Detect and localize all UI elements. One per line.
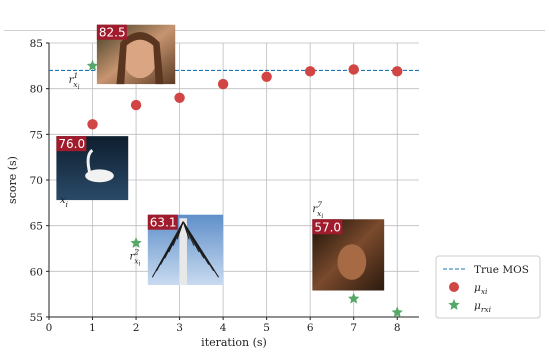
- score-badge-value: 76.0: [58, 137, 85, 151]
- data-points: [86, 59, 403, 318]
- y-tick-label-60: 60: [30, 266, 43, 278]
- swan-neck: [86, 149, 94, 175]
- x-tick-label-5: 5: [263, 322, 270, 334]
- top-divider-line: [4, 30, 545, 31]
- mean-point: [261, 71, 272, 82]
- mean-point: [348, 64, 359, 75]
- x-tick-label-0: 0: [46, 322, 53, 334]
- legend-label: True MOS: [474, 264, 529, 276]
- mean-point: [87, 119, 98, 130]
- score-badge-background: [312, 219, 343, 235]
- portrait-photo: 57.0: [312, 219, 385, 291]
- portrait-photo-score-badge: 57.0: [312, 219, 343, 235]
- reference-star-point: [348, 292, 360, 304]
- x-tick-label-4: 4: [220, 322, 227, 334]
- legend-swatch-mean: [449, 282, 459, 292]
- annotations: r1 xi r2 xi r7 xi xi: [60, 71, 324, 267]
- mean-point: [304, 66, 316, 77]
- y-tick-label-65: 65: [30, 221, 43, 233]
- x-tick-label-2: 2: [133, 322, 140, 334]
- annotation-xi: xi: [60, 195, 69, 209]
- face-shape: [122, 36, 158, 79]
- y-tick-label-75: 75: [30, 129, 43, 141]
- score-badge-value: 63.1: [150, 216, 177, 230]
- bridge-cable: [151, 221, 184, 278]
- mean-point: [174, 92, 185, 104]
- axes: 0 1 2 3 4 5 6 7 8 55 60 65 70 75 80 85 iteration (s) scor…: [6, 38, 419, 349]
- score-badge-value: 57.0: [314, 220, 341, 234]
- reference-star-point: [86, 59, 99, 71]
- bridge-photo: 63.1: [147, 214, 224, 286]
- score-badge-background: [147, 214, 178, 230]
- score-badge-value: 82.5: [99, 26, 126, 40]
- y-axis-label: score (s): [6, 156, 19, 204]
- face-photo-score-badge: 82.5: [96, 24, 127, 40]
- score-badge-background: [96, 24, 127, 40]
- hair-shape: [116, 32, 164, 85]
- bridge-pylon: [179, 218, 187, 286]
- reference-star-point: [130, 237, 142, 248]
- x-tick-label-1: 1: [89, 322, 96, 334]
- x-tick-label-6: 6: [307, 322, 314, 334]
- x-tick-label-3: 3: [176, 322, 183, 334]
- face-photo: 82.5: [96, 24, 176, 85]
- bridge-photo-score-badge: 63.1: [147, 214, 178, 230]
- y-tick-label-55: 55: [30, 312, 43, 324]
- reference-star-point: [391, 306, 403, 318]
- bridge-cable: [182, 221, 220, 278]
- sample-images: 82.5 76.0 63.1 57.0: [56, 24, 385, 291]
- portrait-face: [337, 244, 367, 280]
- swan-body: [85, 169, 114, 183]
- y-tick-label-80: 80: [30, 84, 43, 96]
- x-tick-label-7: 7: [350, 322, 357, 334]
- y-tick-label-70: 70: [30, 175, 43, 187]
- y-tick-label-85: 85: [30, 38, 43, 50]
- mean-point: [392, 66, 403, 77]
- x-tick-label-8: 8: [394, 322, 401, 334]
- annotation-r2: r2 xi: [130, 247, 141, 267]
- legend-swatch-reference: [448, 299, 460, 310]
- swan-photo: 76.0: [56, 136, 129, 201]
- mean-point: [130, 99, 142, 111]
- annotation-r1: r1 xi: [69, 71, 80, 91]
- swan-photo-score-badge: 76.0: [56, 136, 87, 152]
- annotation-r7: r7 xi: [312, 200, 323, 220]
- legend-label: μrxi: [474, 300, 492, 314]
- score-badge-background: [56, 136, 87, 152]
- legend-label: μxi: [474, 282, 488, 296]
- legend: True MOS μxi μrxi: [435, 255, 541, 319]
- legend-box: [435, 255, 541, 319]
- mean-point: [217, 78, 229, 90]
- x-axis-label: iteration (s): [201, 336, 267, 349]
